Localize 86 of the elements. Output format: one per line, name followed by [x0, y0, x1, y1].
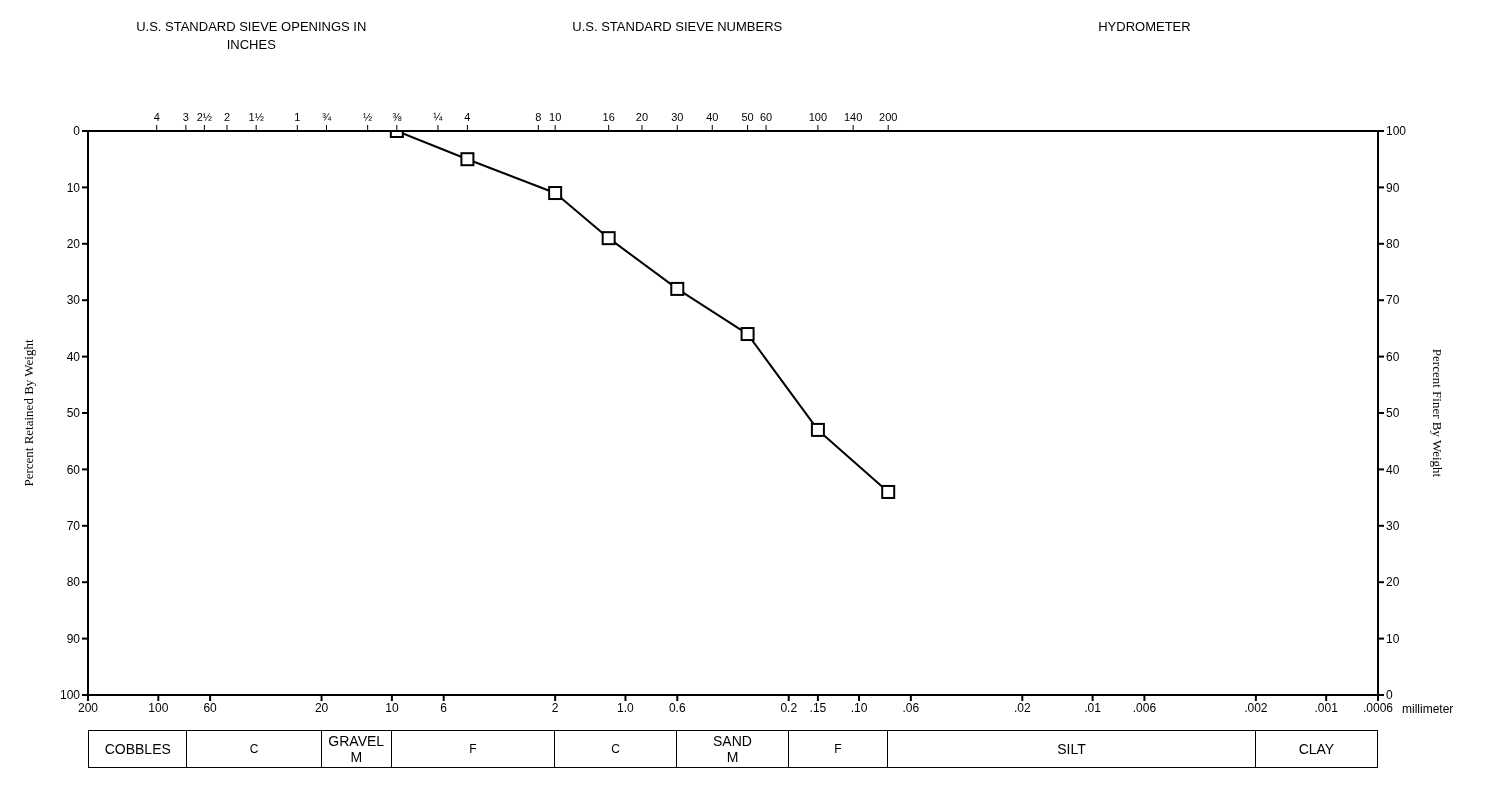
y2-tick-label: 40	[1386, 462, 1400, 477]
text: COBBLES	[104, 741, 171, 757]
text: 4	[464, 111, 471, 123]
text: 140	[843, 111, 863, 123]
y-tick-label: 0	[73, 124, 81, 139]
text: M	[726, 749, 739, 765]
y-tick-label: 60	[66, 462, 81, 477]
x-tick-label: .02	[1013, 700, 1031, 715]
text: 1	[294, 111, 301, 123]
text: SILT	[1057, 741, 1086, 757]
x-tick-label: 0.2	[780, 700, 798, 715]
text: 4	[153, 111, 160, 123]
text: HYDROMETER	[1097, 18, 1192, 36]
x-tick-label: .002	[1244, 700, 1268, 715]
x-tick-label: 60	[203, 700, 218, 715]
y-tick-label: 20	[66, 237, 81, 252]
x-tick-label: 200	[77, 700, 99, 715]
y-tick-label: 30	[66, 293, 81, 308]
text: 100	[808, 111, 828, 123]
text: ⅜	[392, 111, 403, 123]
text: 20	[635, 111, 649, 123]
x-tick-label: .001	[1314, 700, 1339, 715]
x-tick-label: 1.0	[617, 700, 635, 715]
text: GRAVEL	[328, 733, 385, 749]
text: C	[249, 741, 259, 757]
x-tick-label: .06	[902, 700, 920, 715]
text: CLAY	[1298, 741, 1335, 757]
x-tick-label: 0.6	[668, 700, 686, 715]
text: U.S. STANDARD SIEVE NUMBERS	[571, 18, 784, 36]
text: 2	[223, 111, 231, 123]
text: 200	[879, 111, 898, 123]
text: ¼	[433, 111, 444, 123]
point	[460, 152, 475, 167]
y2-tick-label: 60	[1386, 349, 1400, 364]
x-axis-title: millimeter	[1402, 702, 1454, 716]
y2-tick-label: 20	[1386, 575, 1400, 590]
point	[740, 327, 755, 342]
text: 50	[741, 111, 754, 123]
y2-tick-label: 90	[1386, 180, 1400, 195]
text: 8	[535, 111, 542, 123]
y2-tick-label: 10	[1386, 631, 1400, 646]
y2-tick-label: 50	[1386, 406, 1400, 421]
x-tick-label: .0006	[1362, 700, 1394, 715]
x-tick-label: 2	[551, 700, 559, 715]
x-tick-label: .01	[1084, 700, 1102, 715]
x-tick-label: 10	[385, 700, 399, 715]
text: 2½	[196, 111, 213, 123]
y-tick-label: 100	[59, 688, 81, 703]
text: ¾	[321, 111, 332, 123]
y-tick-label: 70	[66, 519, 81, 534]
y-tick-label: 10	[66, 180, 81, 195]
point	[670, 281, 685, 296]
y2-axis-title: Percent Finer By Weight	[1430, 348, 1446, 478]
point	[881, 484, 896, 499]
y-tick-label: 80	[66, 575, 81, 590]
text: SAND	[713, 733, 752, 749]
text: F	[469, 741, 477, 757]
x-tick-label: 20	[314, 700, 329, 715]
x-tick-label: .10	[850, 700, 868, 715]
text: 1½	[248, 111, 264, 123]
x-tick-label: .15	[809, 700, 827, 715]
y-tick-label: 90	[66, 631, 81, 646]
text: F	[834, 741, 842, 757]
y-tick-label: 40	[66, 349, 81, 364]
point	[601, 231, 616, 246]
y2-tick-label: 0	[1386, 688, 1393, 703]
text: C	[611, 741, 621, 757]
y2-tick-label: 30	[1386, 519, 1400, 534]
text: M	[350, 749, 363, 765]
point	[810, 422, 825, 437]
x-tick-label: .006	[1132, 700, 1157, 715]
text: 3	[182, 111, 189, 123]
text: ½	[363, 111, 373, 123]
y2-tick-label: 80	[1386, 237, 1400, 252]
text: 16	[602, 111, 615, 123]
y-tick-label: 50	[66, 406, 81, 421]
text: 40	[706, 111, 719, 123]
x-tick-label: 100	[148, 700, 169, 715]
y2-tick-label: 70	[1386, 293, 1400, 308]
y2-tick-label: 100	[1386, 124, 1407, 139]
text: 60	[759, 111, 773, 123]
text: 10	[549, 111, 562, 123]
y-axis-title: Percent Retained By Weight	[20, 339, 36, 487]
x-tick-label: 6	[440, 700, 448, 715]
text: U.S. STANDARD SIEVE OPENINGS IN INCHES	[135, 18, 368, 54]
text: 30	[671, 111, 684, 123]
